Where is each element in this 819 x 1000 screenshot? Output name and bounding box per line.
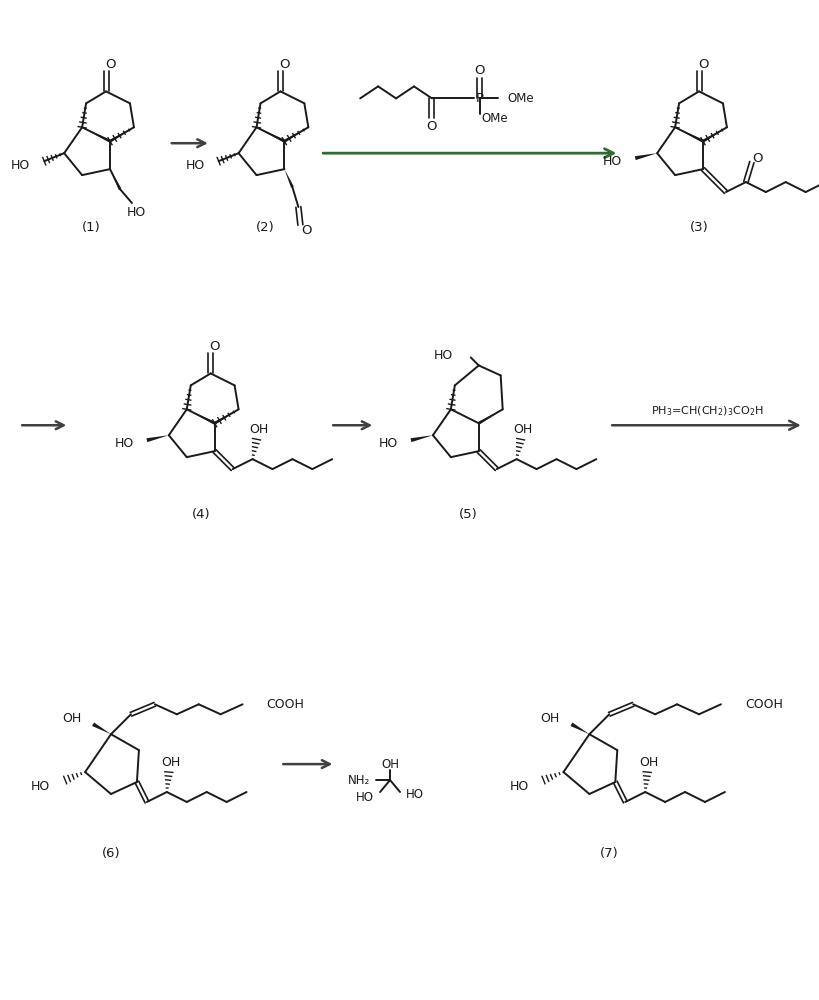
Text: OH: OH (249, 423, 268, 436)
Text: PH$_3$=CH(CH$_2$)$_3$CO$_2$H: PH$_3$=CH(CH$_2$)$_3$CO$_2$H (650, 405, 762, 418)
Text: HO: HO (602, 155, 622, 168)
Text: O: O (426, 120, 437, 133)
Text: OH: OH (381, 758, 399, 771)
Text: HO: HO (405, 788, 423, 801)
Text: HO: HO (433, 349, 452, 362)
Text: HO: HO (115, 437, 133, 450)
Polygon shape (701, 127, 726, 143)
Text: OH: OH (513, 423, 532, 436)
Text: OMe: OMe (507, 92, 534, 105)
Polygon shape (284, 169, 293, 188)
Polygon shape (82, 127, 111, 143)
Text: OH: OH (161, 756, 180, 769)
Text: O: O (474, 64, 484, 77)
Text: HO: HO (509, 780, 528, 793)
Polygon shape (634, 153, 656, 160)
Polygon shape (214, 409, 238, 425)
Text: (5): (5) (458, 508, 477, 521)
Text: (3): (3) (689, 221, 708, 234)
Polygon shape (283, 127, 308, 143)
Text: P: P (475, 92, 483, 105)
Text: HO: HO (355, 791, 373, 804)
Text: O: O (752, 152, 762, 165)
Polygon shape (110, 169, 121, 190)
Polygon shape (410, 435, 432, 442)
Polygon shape (147, 435, 169, 442)
Text: O: O (301, 224, 311, 237)
Polygon shape (187, 409, 215, 425)
Text: HO: HO (31, 780, 50, 793)
Text: O: O (105, 58, 115, 71)
Polygon shape (256, 127, 285, 143)
Text: (4): (4) (191, 508, 210, 521)
Text: COOH: COOH (266, 698, 304, 711)
Polygon shape (674, 127, 703, 143)
Text: HO: HO (126, 206, 146, 219)
Polygon shape (570, 722, 589, 734)
Text: HO: HO (11, 159, 30, 172)
Text: O: O (697, 58, 708, 71)
Text: HO: HO (185, 159, 205, 172)
Text: OH: OH (61, 712, 81, 725)
Text: NH₂: NH₂ (347, 774, 369, 787)
Text: (2): (2) (256, 221, 274, 234)
Text: COOH: COOH (744, 698, 782, 711)
Text: (7): (7) (600, 847, 618, 860)
Text: O: O (278, 58, 289, 71)
Polygon shape (109, 127, 133, 143)
Text: (6): (6) (102, 847, 120, 860)
Polygon shape (92, 722, 111, 734)
Text: OMe: OMe (482, 112, 508, 125)
Text: OH: OH (540, 712, 559, 725)
Text: OH: OH (639, 756, 658, 769)
Text: (1): (1) (82, 221, 101, 234)
Polygon shape (477, 409, 502, 425)
Text: O: O (209, 340, 219, 353)
Text: HO: HO (378, 437, 397, 450)
